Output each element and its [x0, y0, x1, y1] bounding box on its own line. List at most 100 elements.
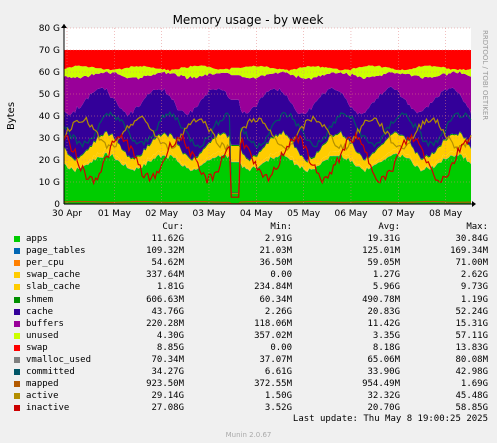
legend-swatch — [14, 296, 20, 303]
y-tick-label: 50 G — [39, 90, 60, 100]
legend-name: unused — [26, 330, 59, 341]
area-swap — [64, 50, 471, 72]
legend-max: 80.08M — [455, 355, 488, 366]
legend-min: 6.61G — [264, 367, 292, 378]
legend-row-slab-cache: slab_cache 1.81G 234.84M 5.96G 9.73G — [12, 281, 488, 293]
legend-name: per_cpu — [26, 258, 64, 269]
legend-cur: 337.64M — [146, 270, 184, 281]
legend-name: page_tables — [26, 246, 86, 257]
legend-cur: 29.14G — [151, 391, 184, 402]
legend-name: buffers — [26, 318, 64, 329]
legend-avg: 954.49M — [362, 379, 400, 390]
legend-row-committed: committed 34.27G 6.61G 33.90G 42.98G — [12, 366, 488, 378]
x-tick-label: 06 May — [334, 209, 368, 219]
legend-swatch — [14, 272, 20, 279]
legend-avg: 59.05M — [367, 258, 400, 269]
legend-swatch — [14, 381, 20, 388]
legend-row-swap: swap 8.85G 0.00 8.18G 13.83G — [12, 342, 488, 354]
legend-row-mapped: mapped 923.50M 372.55M 954.49M 1.69G — [12, 378, 488, 390]
legend-name: inactive — [26, 403, 70, 414]
x-axis-ticks: 30 Apr 01 May 02 May 03 May 04 May 05 May 06 M… — [52, 209, 463, 219]
x-tick-label: 05 May — [287, 209, 321, 219]
legend-name: shmem — [26, 294, 54, 305]
x-tick-label: 03 May — [193, 209, 227, 219]
legend-swatch — [14, 308, 20, 315]
legend-name: cache — [26, 306, 54, 317]
y-tick-label: 80 G — [39, 24, 60, 34]
rrdtool-side-label: RRDTOOL / TOBI OETIKER — [481, 30, 489, 120]
legend-min: 118.06M — [254, 318, 292, 329]
legend-min: 60.34M — [259, 294, 292, 305]
legend-row-active: active 29.14G 1.50G 32.32G 45.48G — [12, 390, 488, 402]
legend-avg: 32.32G — [367, 391, 400, 402]
x-tick-label: 04 May — [240, 209, 274, 219]
y-axis-ticks: 0 10 G 20 G 30 G 40 G 50 G 60 G 70 G 80 G — [39, 24, 61, 210]
legend-name: active — [26, 391, 59, 402]
legend-swatch — [14, 320, 20, 327]
header-cur: Cur: — [162, 222, 184, 232]
legend-row-buffers: buffers 220.28M 118.06M 11.42G 15.31G — [12, 318, 488, 330]
legend-swatch — [14, 236, 20, 243]
legend-cur: 70.34M — [151, 355, 184, 366]
x-tick-label: 02 May — [145, 209, 179, 219]
legend-cur: 43.76G — [151, 306, 184, 317]
legend-min: 21.03M — [259, 246, 292, 257]
x-tick-label: 01 May — [98, 209, 132, 219]
legend-max: 57.11G — [455, 330, 488, 341]
memory-chart: Memory usage - by week Bytes RRDTOOL / T… — [6, 13, 489, 219]
legend-name: vmalloc_used — [26, 355, 92, 366]
chart-title: Memory usage - by week — [173, 13, 324, 27]
legend-min: 1.50G — [264, 391, 292, 402]
legend-row-unused: unused 4.30G 357.02M 3.35G 57.11G — [12, 330, 488, 342]
line-mapped — [63, 200, 472, 205]
x-tick-label: 08 May — [429, 209, 463, 219]
legend-swatch — [14, 284, 20, 291]
legend-cur: 220.28M — [146, 318, 184, 329]
legend-name: slab_cache — [26, 282, 81, 293]
legend-cur: 8.85G — [156, 342, 184, 353]
legend-min: 0.00 — [270, 270, 292, 281]
legend-cur: 54.62M — [151, 258, 184, 269]
area-buffers — [64, 71, 471, 116]
legend-max: 42.98G — [455, 367, 488, 378]
y-tick-label: 20 G — [39, 156, 60, 166]
legend-avg: 5.96G — [372, 282, 400, 293]
y-tick-label: 60 G — [39, 68, 60, 78]
header-min: Min: — [270, 222, 292, 232]
y-tick-label: 40 G — [39, 112, 60, 122]
legend-swatch — [14, 393, 20, 400]
legend-name: mapped — [26, 379, 59, 390]
legend-row-page-tables: page_tables 109.32M 21.03M 125.01M 169.34M — [12, 245, 488, 257]
legend-avg: 8.18G — [372, 342, 400, 353]
legend-swatch — [14, 357, 20, 364]
y-tick-label: 0 — [54, 200, 60, 210]
line-committed — [63, 110, 472, 194]
legend-max: 58.85G — [455, 403, 488, 414]
y-tick-label: 70 G — [39, 46, 60, 56]
legend-min: 37.07M — [259, 355, 292, 366]
legend-max: 9.73G — [460, 282, 488, 293]
header-avg: Avg: — [378, 222, 400, 232]
legend-name: committed — [26, 367, 75, 378]
line-inactive — [63, 131, 472, 198]
legend-max: 45.48G — [455, 391, 488, 402]
grid-lines — [64, 27, 471, 204]
y-axis-arrow — [61, 24, 67, 28]
legend-max: 71.00M — [455, 258, 488, 269]
legend-header: Cur: Min: Avg: Max: — [12, 221, 488, 233]
legend-row-shmem: shmem 606.63M 60.34M 490.78M 1.19G — [12, 294, 488, 306]
legend-cur: 11.62G — [151, 234, 184, 245]
x-tick-label: 30 Apr — [52, 209, 82, 219]
x-tick-label: 07 May — [382, 209, 416, 219]
legend-avg: 1.27G — [372, 270, 400, 281]
header-max: Max: — [466, 222, 488, 232]
legend-cur: 109.32M — [146, 246, 184, 257]
x-axis-arrow — [472, 201, 476, 207]
legend-min: 36.50M — [259, 258, 292, 269]
legend-avg: 490.78M — [362, 294, 400, 305]
legend-min: 234.84M — [254, 282, 292, 293]
y-axis-label: Bytes — [6, 102, 17, 130]
legend-avg: 33.90G — [367, 367, 400, 378]
legend-max: 1.69G — [460, 379, 488, 390]
legend-max: 1.19G — [460, 294, 488, 305]
